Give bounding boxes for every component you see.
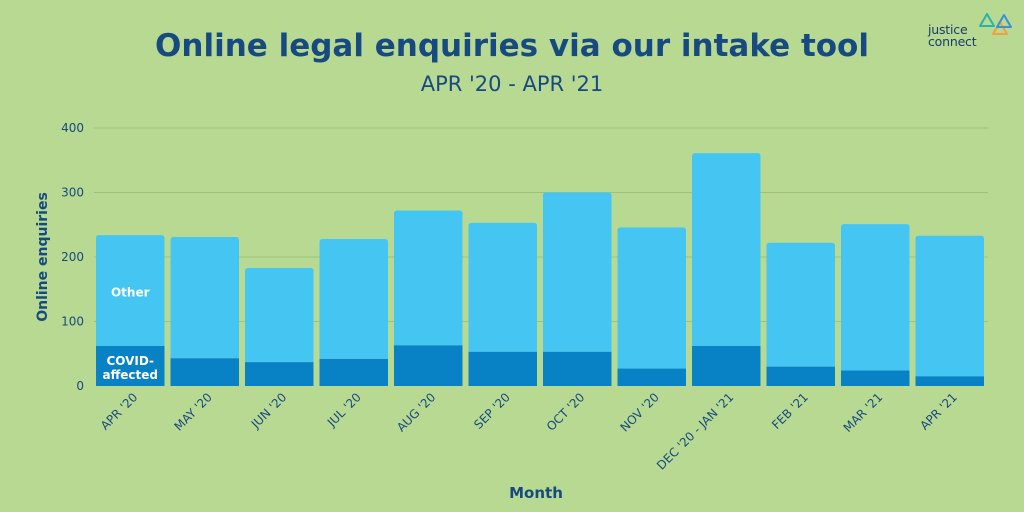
- bar-other-7: [617, 227, 686, 369]
- series-label-covid: affected: [102, 368, 158, 382]
- bar-covid-5: [468, 351, 537, 386]
- bar-covid-0: [96, 346, 165, 386]
- y-tick-label: 100: [61, 315, 84, 329]
- x-tick-label: AUG '20: [394, 390, 438, 434]
- bar-covid-3: [319, 358, 388, 386]
- bar-covid-1: [170, 358, 239, 386]
- bar-covid-7: [617, 368, 686, 386]
- x-tick-label: APR '20: [98, 390, 141, 433]
- x-tick-label: NOV '20: [617, 390, 661, 434]
- x-tick-label: DEC '20 - JAN '21: [654, 390, 736, 472]
- x-axis-title: Month: [509, 484, 563, 502]
- y-tick-label: 200: [61, 250, 84, 264]
- x-tick-label: JUN '20: [248, 390, 289, 431]
- bar-other-5: [468, 222, 537, 352]
- x-tick-label: OCT '20: [544, 390, 588, 434]
- logo-line-2: connect: [928, 34, 977, 49]
- y-tick-label: 300: [61, 186, 84, 200]
- bar-other-9: [766, 242, 835, 367]
- x-tick-label: APR '21: [917, 390, 960, 433]
- logo-line-1: justice: [928, 22, 968, 37]
- bar-other-8: [692, 153, 761, 347]
- bar-covid-4: [394, 345, 463, 386]
- bar-covid-2: [245, 362, 314, 386]
- logo-text: justice connect: [928, 22, 977, 49]
- bar-covid-6: [543, 351, 612, 386]
- y-axis-title: Online enquiries: [35, 192, 51, 322]
- justice-connect-logo: justice connect: [922, 12, 1018, 52]
- bar-other-11: [915, 235, 984, 377]
- x-tick-label: SEP '20: [471, 390, 513, 432]
- bar-other-0: [96, 235, 165, 347]
- chart-title: Online legal enquiries via our intake to…: [155, 28, 869, 64]
- bar-other-6: [543, 192, 612, 352]
- triangles-icon: [979, 13, 1012, 35]
- bar-covid-8: [692, 346, 761, 386]
- bar-covid-10: [841, 370, 910, 386]
- bar-other-4: [394, 210, 463, 346]
- y-tick-label: 0: [76, 379, 84, 393]
- x-tick-label: FEB '21: [769, 390, 811, 432]
- bar-covid-11: [915, 376, 984, 386]
- bar-other-3: [319, 238, 388, 359]
- bar-covid-9: [766, 366, 835, 386]
- y-tick-label: 400: [61, 121, 84, 135]
- bar-other-2: [245, 267, 314, 363]
- x-tick-label: MAY '20: [171, 390, 214, 433]
- series-label-other: Other: [111, 286, 150, 300]
- series-label-covid: COVID-: [106, 354, 154, 368]
- x-tick-label: JUL '20: [324, 390, 364, 430]
- bar-other-10: [841, 224, 910, 371]
- x-tick-label: MAR '21: [841, 390, 886, 435]
- bar-other-1: [170, 237, 239, 359]
- chart-subtitle: APR '20 - APR '21: [420, 72, 604, 96]
